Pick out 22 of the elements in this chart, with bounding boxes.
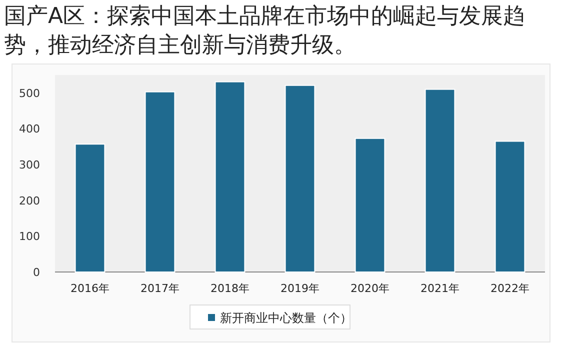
x-tick-label: 2020年 bbox=[350, 282, 390, 295]
bar bbox=[144, 91, 176, 272]
bar bbox=[284, 84, 316, 272]
legend-label: 新开商业中心数量（个） bbox=[220, 311, 352, 325]
x-tick-label: 2019年 bbox=[280, 282, 320, 295]
x-tick-label: 2017年 bbox=[140, 282, 180, 295]
y-tick-label: 200 bbox=[19, 194, 40, 208]
bar bbox=[214, 81, 246, 272]
bar bbox=[424, 88, 456, 272]
x-tick-label: 2021年 bbox=[420, 282, 460, 295]
bar bbox=[74, 144, 106, 272]
x-tick-label: 2018年 bbox=[210, 282, 250, 295]
bar bbox=[494, 140, 526, 272]
y-tick-label: 100 bbox=[19, 230, 40, 244]
y-tick-label: 300 bbox=[19, 158, 40, 172]
chart-title: 国产A区：探索中国本土品牌在市场中的崛起与发展趋势，推动经济自主创新与消费升级。 bbox=[4, 2, 560, 60]
y-tick-label: 400 bbox=[19, 122, 40, 136]
x-tick-label: 2016年 bbox=[70, 282, 110, 295]
y-tick-label: 500 bbox=[19, 86, 40, 100]
bar bbox=[354, 138, 386, 272]
x-tick-label: 2022年 bbox=[490, 282, 530, 295]
y-tick-label: 0 bbox=[33, 266, 40, 279]
